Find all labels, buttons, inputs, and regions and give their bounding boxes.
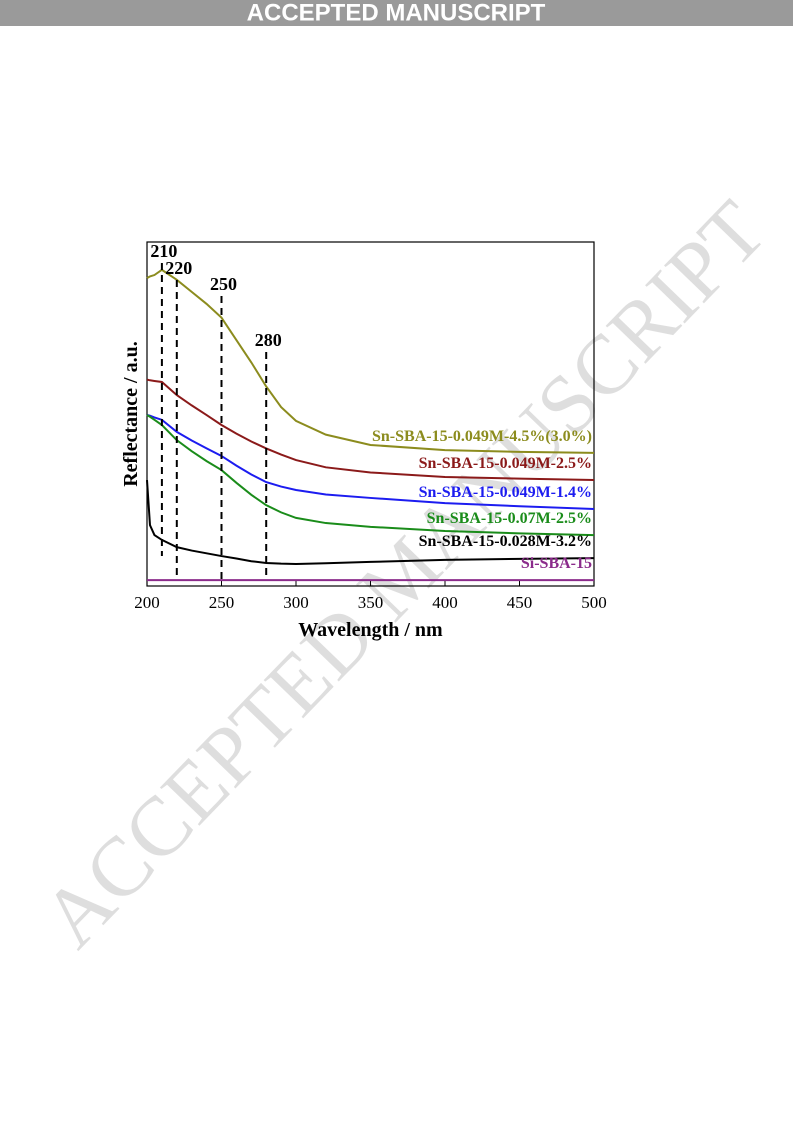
x-tick-label: 200 (134, 593, 160, 612)
x-tick-label: 250 (209, 593, 235, 612)
x-tick-label: 300 (283, 593, 309, 612)
series-line (146, 414, 595, 510)
chart: 200 250 300 350 400 450 500 Wavelength / nm Refl… (120, 241, 607, 641)
x-tick-label: 350 (358, 593, 384, 612)
series-label: Sn-SBA-15-0.049M-2.5% (419, 455, 592, 472)
series-label: Sn-SBA-15-0.028M-3.2% (419, 533, 592, 550)
series-label: Sn-SBA-15-0.049M-1.4% (419, 484, 592, 501)
series-label: Sn-SBA-15-0.049M-4.5%(3.0%) (372, 428, 592, 445)
reference-label: 280 (255, 330, 282, 350)
series-line (146, 414, 595, 537)
series-line (146, 479, 595, 565)
reference-label: 250 (210, 274, 237, 294)
reference-label: 210 (150, 241, 177, 261)
x-tick-label: 500 (581, 593, 607, 612)
reference-label: 220 (165, 258, 192, 278)
x-tick-label: 400 (432, 593, 458, 612)
header: ACCEPTED MANUSCRIPT (247, 0, 546, 26)
header-bar (0, 0, 793, 26)
series-line (146, 378, 595, 482)
series-line (146, 268, 595, 454)
x-tick-label: 450 (507, 593, 533, 612)
watermark: ACCEPTED MANUSCRIPT (25, 184, 784, 965)
series-label: Si-SBA-15 (521, 555, 592, 572)
series-label: Sn-SBA-15-0.07M-2.5% (427, 510, 592, 527)
y-axis-label: Reflectance / a.u. (120, 341, 142, 487)
x-axis-label: Wavelength / nm (298, 619, 443, 641)
